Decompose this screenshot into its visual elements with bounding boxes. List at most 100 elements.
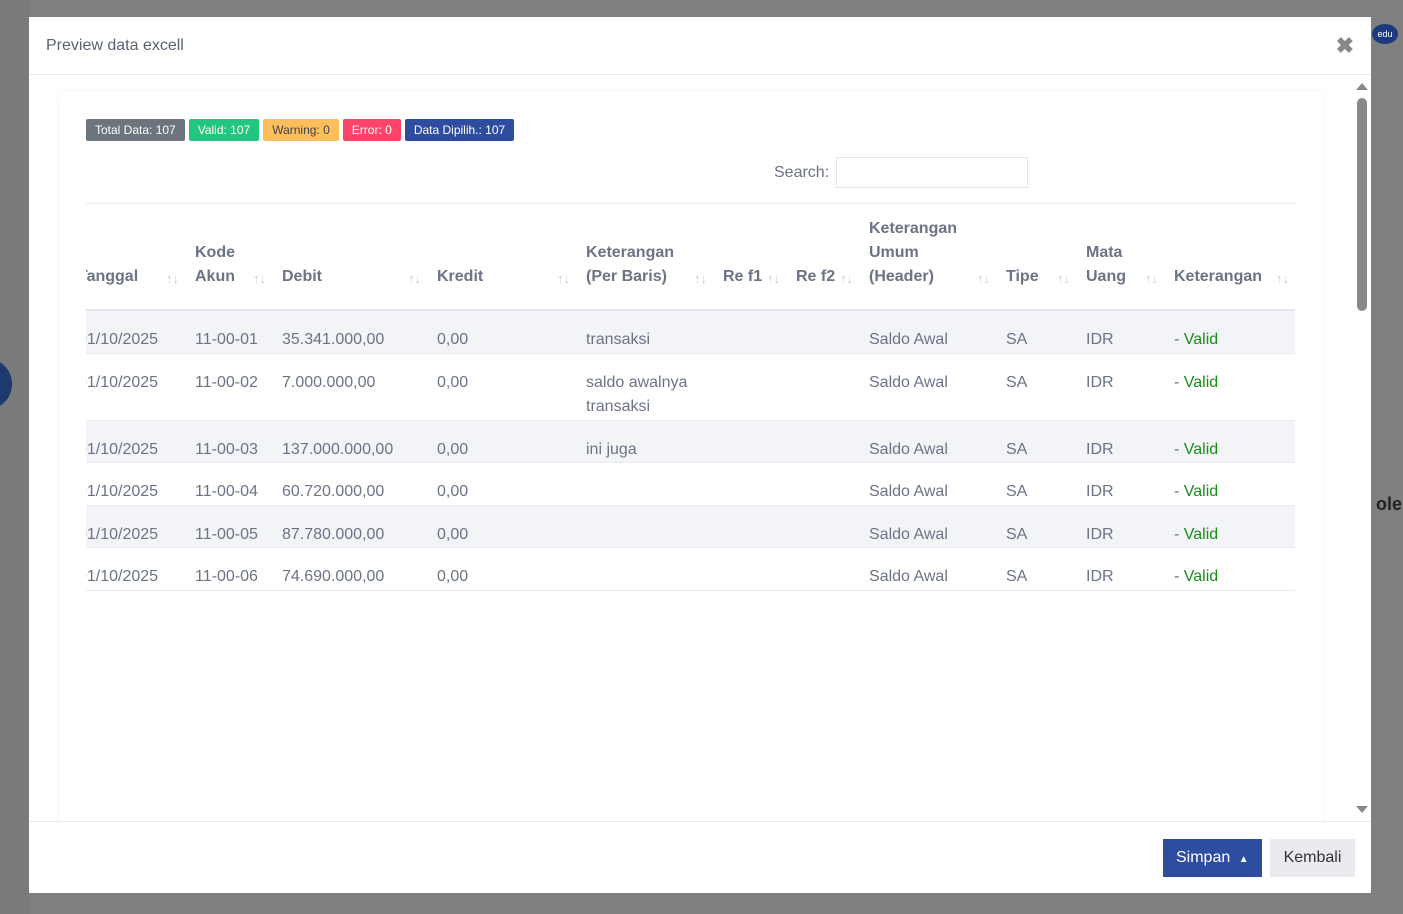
table-cell: SA (996, 462, 1076, 506)
table-row: 01/10/2025 11-00-06 74.690.000,00 0,00 Saldo… (86, 547, 1295, 591)
back-button[interactable]: Kembali (1270, 839, 1355, 877)
table-cell (576, 547, 713, 591)
scroll-down-icon[interactable] (1356, 806, 1368, 813)
table-cell: 0,00 (427, 505, 576, 548)
table-cell (576, 462, 713, 506)
table-cell: Saldo Awal (859, 547, 996, 591)
table-cell: Saldo Awal (859, 353, 996, 421)
summary-badges: Total Data: 107 Valid: 107 Warning: 0 Error… (86, 119, 515, 141)
sort-icon[interactable]: ↑↓ (557, 271, 570, 286)
table-cell: 11-00-02 (185, 353, 272, 421)
sort-icon[interactable]: ↑↓ (977, 271, 990, 286)
table-row: 01/10/2025 11-00-05 87.780.000,00 0,00 Saldo… (86, 505, 1295, 548)
table-cell: 01/10/2025 (86, 420, 185, 463)
table-cell: - Valid (1164, 505, 1295, 548)
caret-up-icon: ▲ (1238, 854, 1249, 865)
sort-icon[interactable]: ↑↓ (767, 271, 780, 286)
table-cell: 01/10/2025 (86, 547, 185, 591)
column-header[interactable]: Re f1 ↑↓ (713, 204, 786, 311)
scrollbar-thumb[interactable] (1357, 98, 1367, 311)
scroll-up-icon[interactable] (1356, 83, 1368, 90)
sort-icon[interactable]: ↑↓ (1145, 271, 1158, 286)
vertical-scrollbar[interactable] (1356, 83, 1368, 813)
table-cell: SA (996, 505, 1076, 548)
column-header[interactable]: Tipe ↑↓ (996, 204, 1076, 311)
table-cell (713, 310, 786, 354)
column-header[interactable]: Tanggal ↑↓ (86, 204, 185, 311)
table-cell: - Valid (1164, 353, 1295, 421)
table-cell: Saldo Awal (859, 462, 996, 506)
table-cell: 11-00-06 (185, 547, 272, 591)
table-cell: 01/10/2025 (86, 310, 185, 354)
modal-footer: Simpan ▲ Kembali (29, 821, 1371, 893)
column-header[interactable]: Keterangan (Per Baris) ↑↓ (576, 204, 713, 311)
table-cell: 0,00 (427, 462, 576, 506)
badge: Data Dipilih.: 107 (404, 119, 515, 141)
table-row: 01/10/2025 11-00-01 35.341.000,00 0,00 trans… (86, 310, 1295, 354)
table-cell: IDR (1076, 353, 1164, 421)
badge: Valid: 107 (188, 119, 260, 141)
column-label: Kode Akun (195, 244, 235, 285)
column-header[interactable]: Kredit ↑↓ (427, 204, 576, 311)
table-cell: SA (996, 547, 1076, 591)
table-cell: 7.000.000,00 (272, 353, 427, 421)
table-cell: Saldo Awal (859, 420, 996, 463)
table-cell: 60.720.000,00 (272, 462, 427, 506)
column-header[interactable]: Re f2 ↑↓ (786, 204, 859, 311)
sort-icon[interactable]: ↑↓ (694, 271, 707, 286)
column-header[interactable]: Keterangan ↑↓ (1164, 204, 1295, 311)
column-label: Keterangan (Per Baris) (586, 244, 675, 285)
sort-icon[interactable]: ↑↓ (253, 271, 266, 286)
table-cell: 87.780.000,00 (272, 505, 427, 548)
table-cell: IDR (1076, 462, 1164, 506)
table-cell: 01/10/2025 (86, 353, 185, 421)
backdrop-sidebar (0, 0, 29, 914)
table-cell: 11-00-01 (185, 310, 272, 354)
badge: Error: 0 (342, 119, 401, 141)
save-button[interactable]: Simpan ▲ (1163, 839, 1262, 877)
sort-icon[interactable]: ↑↓ (1057, 271, 1070, 286)
table-cell: IDR (1076, 420, 1164, 463)
table-cell (713, 462, 786, 506)
sort-icon[interactable]: ↑↓ (166, 271, 179, 286)
column-label: Re f1 (723, 268, 763, 285)
table-cell (713, 420, 786, 463)
close-icon[interactable]: ✖ (1335, 32, 1354, 58)
table-cell (786, 353, 859, 421)
table-cell: - Valid (1164, 310, 1295, 354)
search-input[interactable] (836, 157, 1029, 188)
table-cell: SA (996, 310, 1076, 354)
table-cell: 74.690.000,00 (272, 547, 427, 591)
table-cell: 11-00-05 (185, 505, 272, 548)
column-label: Tipe (1006, 268, 1039, 285)
column-label: Keterangan (1174, 268, 1263, 285)
table-cell: 0,00 (427, 310, 576, 354)
table-cell (713, 505, 786, 548)
table-cell: 01/10/2025 (86, 505, 185, 548)
sort-icon[interactable]: ↑↓ (408, 271, 421, 286)
table-cell: 11-00-04 (185, 462, 272, 506)
column-header[interactable]: Kode Akun ↑↓ (185, 204, 272, 311)
table-cell (576, 505, 713, 548)
table-cell: 35.341.000,00 (272, 310, 427, 354)
table-cell: 137.000.000,00 (272, 420, 427, 463)
column-header[interactable]: Mata Uang ↑↓ (1076, 204, 1164, 311)
table-row: 01/10/2025 11-00-04 60.720.000,00 0,00 Saldo… (86, 462, 1295, 506)
table-cell (786, 547, 859, 591)
column-label: Mata Uang (1086, 244, 1126, 285)
badge: Total Data: 107 (86, 119, 185, 141)
table-cell: IDR (1076, 505, 1164, 548)
column-header[interactable]: Keterangan Umum (Header) ↑↓ (859, 204, 996, 311)
column-label: Keterangan Umum (Header) (869, 220, 958, 285)
sort-icon[interactable]: ↑↓ (1276, 271, 1289, 286)
table-cell (786, 505, 859, 548)
sort-icon[interactable]: ↑↓ (840, 271, 853, 286)
column-header[interactable]: Debit ↑↓ (272, 204, 427, 311)
column-label: Tanggal (86, 268, 139, 285)
table-cell: SA (996, 353, 1076, 421)
search-label: Search: (774, 163, 830, 181)
table-cell: saldo awalnya transaksi (576, 353, 713, 421)
table-cell: - Valid (1164, 462, 1295, 506)
save-label: Simpan (1176, 849, 1231, 866)
table-scroll[interactable]: Tanggal↑↓Kode Akun↑↓Debit↑↓Kredit↑↓Keter… (86, 203, 1295, 821)
